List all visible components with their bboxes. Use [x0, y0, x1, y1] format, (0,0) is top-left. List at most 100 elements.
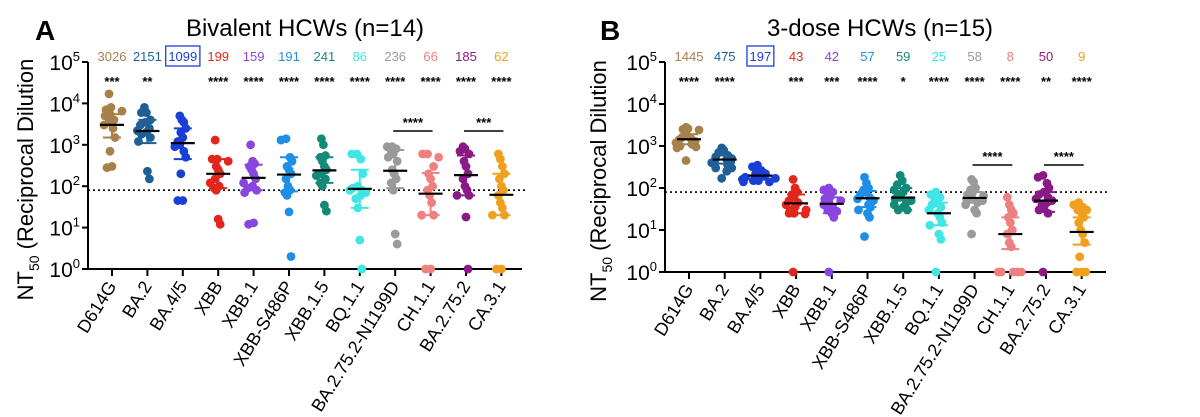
- y-tick-label: 101: [626, 217, 657, 243]
- y-axis-label-rest: (Reciprocal Dilution: [586, 60, 611, 257]
- y-axis-label-main: NT: [586, 273, 611, 302]
- y-tick-base: 10: [626, 178, 649, 201]
- comparison-label: ****: [1054, 149, 1075, 164]
- data-point: [284, 207, 294, 217]
- gmt-label: 50: [1039, 49, 1053, 64]
- gmt-label: 1099: [168, 49, 197, 64]
- gmt-label: 25: [932, 49, 946, 64]
- data-point: [351, 194, 361, 204]
- data-point: [392, 239, 402, 249]
- x-tick-label: XBB: [768, 281, 804, 322]
- y-tick-exponent: 0: [73, 256, 80, 271]
- data-point: [276, 135, 286, 145]
- comparison-label: ****: [982, 149, 1003, 164]
- data-point: [722, 166, 732, 176]
- significance-label: ****: [679, 74, 700, 89]
- data-point: [936, 234, 946, 244]
- y-tick-label: 104: [49, 90, 80, 116]
- data-point: [972, 208, 981, 218]
- y-axis-label-subscript: 50: [26, 255, 42, 271]
- gmt-label: 197: [750, 49, 772, 64]
- significance-label: ****: [857, 74, 878, 89]
- y-tick-base: 10: [626, 52, 649, 75]
- gmt-label: 57: [860, 49, 874, 64]
- gmt-label: 159: [243, 49, 265, 64]
- chart-title: Bivalent HCWs (n=14): [186, 15, 424, 42]
- gmt-label-box: [165, 45, 201, 67]
- data-point: [455, 146, 465, 156]
- data-point: [345, 185, 355, 195]
- y-tick-label: 102: [49, 173, 80, 199]
- significance-label: ****: [385, 74, 406, 89]
- x-tick-label: BA.4/5: [146, 278, 192, 334]
- y-tick-exponent: 5: [650, 49, 657, 64]
- x-tick-label: D614G: [650, 281, 697, 340]
- y-tick-base: 10: [626, 136, 649, 159]
- data-point: [1033, 172, 1043, 182]
- gmt-label: 9: [1078, 49, 1085, 64]
- comparison-label: ****: [403, 115, 424, 130]
- data-point: [318, 181, 327, 191]
- data-point: [104, 89, 114, 99]
- data-point: [461, 212, 471, 222]
- data-point: [145, 174, 154, 184]
- significance-label: ***: [824, 74, 840, 89]
- data-point: [143, 166, 152, 176]
- y-tick-exponent: 5: [73, 49, 80, 64]
- y-axis-label-rest: (Reciprocal Dilution: [13, 59, 38, 256]
- y-tick-label: 103: [49, 132, 80, 158]
- data-point: [1075, 252, 1085, 262]
- data-point: [383, 152, 393, 162]
- data-point: [105, 146, 115, 156]
- data-point: [1043, 208, 1053, 218]
- gmt-label: 43: [789, 49, 803, 64]
- data-point: [1072, 267, 1082, 277]
- y-tick-label: 105: [626, 49, 657, 75]
- significance-label: ****: [350, 74, 371, 89]
- significance-label: ****: [420, 74, 441, 89]
- data-point: [739, 177, 748, 187]
- data-point: [215, 219, 225, 229]
- significance-label: **: [142, 74, 153, 89]
- gmt-label: 58: [967, 49, 981, 64]
- panel-label: A: [35, 15, 55, 46]
- y-tick-base: 10: [49, 259, 72, 282]
- y-tick-label: 100: [626, 259, 657, 285]
- significance-label: ****: [279, 74, 300, 89]
- panel-label: B: [600, 15, 620, 46]
- data-point: [492, 264, 501, 274]
- x-tick-label: D614G: [73, 278, 120, 337]
- significance-label: ****: [456, 74, 477, 89]
- y-tick-label: 105: [49, 49, 80, 75]
- gmt-label: 475: [714, 49, 736, 64]
- y-tick-exponent: 0: [650, 259, 657, 274]
- y-tick-exponent: 3: [650, 133, 657, 148]
- data-point: [711, 163, 721, 173]
- data-point: [1002, 192, 1012, 202]
- y-tick-label: 104: [626, 91, 657, 117]
- y-tick-exponent: 1: [650, 217, 657, 232]
- data-point: [392, 156, 402, 166]
- data-point: [931, 267, 941, 277]
- gmt-label: 199: [207, 49, 229, 64]
- data-point: [347, 149, 357, 159]
- x-tick-label: BA.4/5: [723, 281, 769, 337]
- significance-label: ***: [789, 74, 805, 89]
- data-point: [102, 163, 112, 173]
- data-point: [463, 264, 473, 274]
- significance-label: ****: [243, 74, 264, 89]
- significance-label: ****: [715, 74, 736, 89]
- data-point: [824, 267, 834, 277]
- data-point: [356, 154, 366, 164]
- significance-label: ***: [104, 74, 120, 89]
- panel-a: A Bivalent HCWs (n=14)NT50 (Reciprocal Di…: [13, 15, 526, 415]
- y-tick-base: 10: [49, 176, 72, 199]
- data-point: [1016, 267, 1026, 277]
- data-point: [993, 267, 1003, 277]
- gmt-label: 3026: [98, 49, 127, 64]
- y-tick-exponent: 3: [73, 132, 80, 147]
- data-point: [176, 169, 186, 179]
- panel-b: B 3-dose HCWs (n=15)NT50 (Reciprocal Dilu…: [586, 15, 1110, 417]
- data-point: [681, 156, 691, 165]
- y-tick-exponent: 2: [73, 173, 80, 188]
